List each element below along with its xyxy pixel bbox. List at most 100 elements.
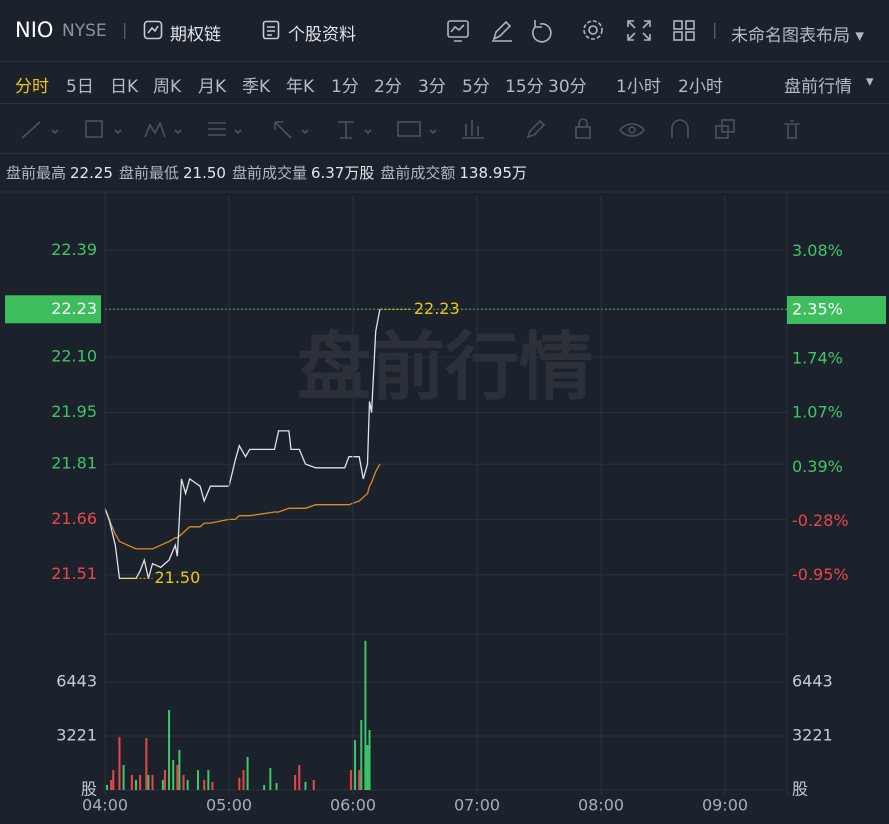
period-tab[interactable]: 3分 <box>418 77 446 97</box>
volume-bar <box>368 730 371 790</box>
period-tab[interactable]: 15分 <box>505 77 544 97</box>
period-tab[interactable]: 年K <box>286 77 315 97</box>
last-price-label: 22.23 <box>51 299 97 318</box>
volume-bar <box>112 770 115 790</box>
volume-bar <box>135 779 137 790</box>
stats-bar: 盘前最高 22.25 盘前最低 21.50 盘前成交量 6.37万股 盘前成交额 138.95… <box>0 154 889 188</box>
volume-bar <box>151 774 154 790</box>
divider: | <box>712 20 718 39</box>
volume-bar <box>238 777 241 790</box>
volume-bar <box>304 781 307 790</box>
y2-tick-label: 1.07% <box>792 402 843 421</box>
y2-tick-label: 6443 <box>792 672 833 691</box>
volume-bar <box>178 749 181 790</box>
stat-value: 22.25 <box>70 164 113 182</box>
y2-tick-label: -0.95% <box>792 565 849 584</box>
caret: ▾ <box>866 72 874 90</box>
layout-name[interactable]: 未命名图表布局 <box>731 26 850 46</box>
period-tab[interactable]: 30分 <box>548 77 587 97</box>
watermark: 盘前行情 <box>297 325 593 411</box>
stat-label: 盘前最低 <box>118 164 179 182</box>
y-tick-label: 21.81 <box>51 454 97 473</box>
volume-bar <box>186 779 189 790</box>
layout-menu[interactable]: 未命名图表布局 ▾ <box>731 26 864 46</box>
header: NIO NYSE | 期权链 个股资料 | 未命名图表布局 ▾ <box>0 0 889 62</box>
volume-bar <box>354 740 357 790</box>
session-menu[interactable]: 盘前行情 <box>784 77 852 97</box>
x-tick-label: 07:00 <box>454 796 500 815</box>
volume-bar <box>197 770 199 790</box>
y-tick-label: 6443 <box>56 672 97 691</box>
y-tick-label: 22.39 <box>51 240 97 259</box>
x-tick-label: 08:00 <box>578 796 624 815</box>
volume-bar <box>172 760 175 790</box>
stat-label: 盘前最高 <box>6 164 67 182</box>
stat-value: 21.50 <box>182 164 226 182</box>
price-line <box>104 463 381 550</box>
volume-bar <box>263 784 266 790</box>
volume-bar <box>298 765 301 790</box>
y2-tick-label: -0.28% <box>792 511 849 530</box>
x-tick-label: 09:00 <box>702 796 748 815</box>
period-tab[interactable]: 2小时 <box>678 77 723 97</box>
period-tab[interactable]: 1小时 <box>616 77 661 97</box>
volume-bar <box>176 765 179 790</box>
volume-bar <box>118 737 121 790</box>
volume-bar <box>163 770 166 790</box>
volume-bar <box>360 719 363 790</box>
last-price-box <box>5 295 101 324</box>
period-tab[interactable]: 季K <box>242 77 271 97</box>
price-line <box>104 309 381 580</box>
stat-value: 6.37万股 <box>310 164 375 182</box>
x-tick-label: 06:00 <box>330 796 376 815</box>
y-tick-label: 股 <box>81 780 97 799</box>
period-tab[interactable]: 2分 <box>374 77 402 97</box>
volume-bar <box>203 779 206 790</box>
period-tab[interactable]: 日K <box>110 77 139 97</box>
chart: 盘前行情 22.39 22.10 21.95 21.81 21.66 21.51 3.08% 1… <box>0 191 889 815</box>
period-tab[interactable]: 周K <box>153 77 182 97</box>
volume-bar <box>312 779 315 790</box>
period-tab[interactable]: 分时 <box>15 77 49 97</box>
volume-bar <box>294 774 297 790</box>
volume-bar <box>168 710 171 790</box>
volume-bar <box>110 779 113 790</box>
y2-tick-label: 3.08% <box>792 241 843 260</box>
volume-bar <box>161 779 164 790</box>
volume-bar <box>364 640 367 790</box>
volume-bar <box>130 774 133 790</box>
icon <box>143 20 163 40</box>
link[interactable]: 个股资料 <box>288 25 356 45</box>
y2-tick-label: 股 <box>792 780 808 799</box>
high-label: 22.23 <box>414 299 460 318</box>
y2-tick-label: 1.74% <box>792 349 843 368</box>
volume-bar <box>349 770 352 790</box>
divider: | <box>122 20 128 39</box>
volume-bar <box>366 744 369 790</box>
y2-tick-label: 3221 <box>792 726 833 745</box>
icon <box>262 20 280 40</box>
volume-bar <box>139 774 142 790</box>
stat-label: 盘前成交额 <box>380 164 456 182</box>
tool-icons <box>21 118 800 139</box>
last-pct-label: 2.35% <box>792 299 843 318</box>
volume-bar <box>207 770 210 790</box>
period-tab[interactable]: 5日 <box>66 77 94 97</box>
volume-bar <box>145 738 148 790</box>
y-tick-label: 21.51 <box>51 564 97 583</box>
period-tab[interactable]: 1分 <box>331 77 359 97</box>
exchange: NYSE <box>62 21 107 41</box>
y-tick-label: 22.10 <box>51 347 97 366</box>
toolbar-icons <box>447 20 695 43</box>
volume-bar <box>147 774 150 790</box>
y-tick-label: 21.95 <box>51 402 97 421</box>
y-tick-label: 21.66 <box>51 509 97 528</box>
link[interactable]: 期权链 <box>170 25 221 45</box>
low-label: 21.50 <box>154 568 200 587</box>
volume-bar <box>106 784 109 790</box>
period-tabs: 分时 5日 日K 周K 月K 季K 年K 1分 2分 3分 5分 15分 30分 1小时 2小时 盘前行情 ▾ <box>0 62 889 104</box>
volume-bar <box>358 770 361 790</box>
period-tab[interactable]: 5分 <box>462 77 490 97</box>
period-tab[interactable]: 月K <box>198 77 227 97</box>
